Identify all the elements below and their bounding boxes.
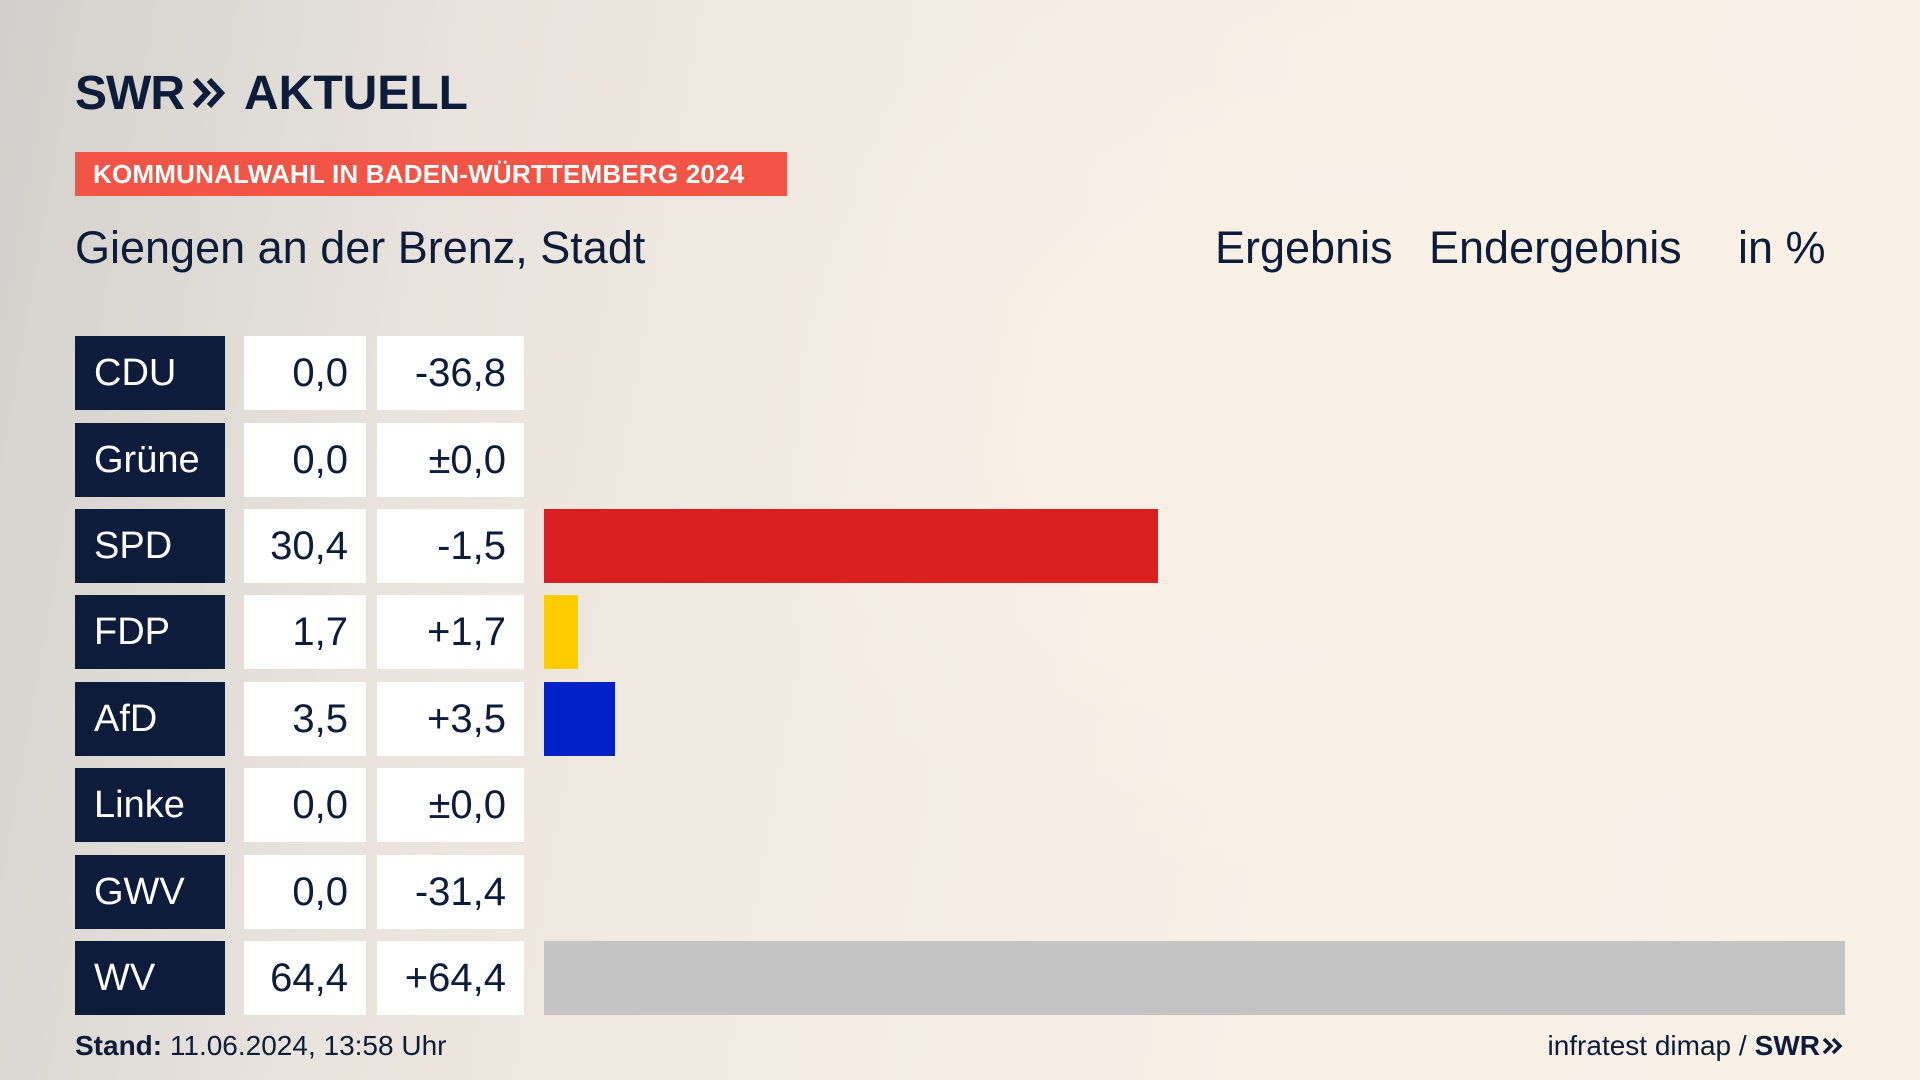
result-bar — [544, 941, 1845, 1015]
value-label: 64,4 — [244, 941, 366, 1015]
timestamp-label: Stand: — [75, 1030, 163, 1061]
source-credit: infratest dimap / SWR — [1547, 1030, 1844, 1062]
source-text: infratest dimap / — [1547, 1030, 1747, 1061]
value-label: 30,4 — [244, 509, 366, 583]
party-label: FDP — [75, 595, 225, 669]
diff-label: +1,7 — [377, 595, 524, 669]
value-label: 0,0 — [244, 855, 366, 929]
party-label: AfD — [75, 682, 225, 756]
timestamp-value: 11.06.2024, 13:58 Uhr — [169, 1030, 447, 1061]
election-banner: KOMMUNALWAHL IN BADEN-WÜRTTEMBERG 2024 — [75, 152, 787, 196]
diff-label: ±0,0 — [377, 768, 524, 842]
party-row-linke: Linke 0,0 ±0,0 — [75, 768, 1845, 842]
result-bar — [544, 595, 578, 669]
diff-label: -31,4 — [377, 855, 524, 929]
logo-brand: SWR — [75, 66, 185, 120]
party-row-gruene: Grüne 0,0 ±0,0 — [75, 423, 1845, 497]
party-label: SPD — [75, 509, 225, 583]
value-label: 0,0 — [244, 768, 366, 842]
result-bar — [544, 682, 615, 756]
double-chevron-icon — [1822, 1037, 1843, 1055]
city-title: Giengen an der Brenz, Stadt — [75, 222, 646, 273]
value-label: 0,0 — [244, 423, 366, 497]
logo-product: AKTUELL — [243, 66, 468, 120]
party-row-fdp: FDP 1,7 +1,7 — [75, 595, 1845, 669]
party-label: GWV — [75, 855, 225, 929]
result-heading: Ergebnis — [1215, 222, 1393, 273]
party-row-spd: SPD 30,4 -1,5 — [75, 509, 1845, 583]
value-label: 1,7 — [244, 595, 366, 669]
diff-label: -1,5 — [377, 509, 524, 583]
diff-label: +64,4 — [377, 941, 524, 1015]
party-row-cdu: CDU 0,0 -36,8 — [75, 336, 1845, 410]
party-row-afd: AfD 3,5 +3,5 — [75, 682, 1845, 756]
value-label: 3,5 — [244, 682, 366, 756]
result-bar — [544, 509, 1158, 583]
timestamp: Stand: 11.06.2024, 13:58 Uhr — [75, 1030, 446, 1062]
mini-logo-text: SWR — [1754, 1030, 1820, 1061]
diff-label: -36,8 — [377, 336, 524, 410]
party-label: CDU — [75, 336, 225, 410]
swr-aktuell-logo: SWR AKTUELL — [75, 66, 468, 120]
diff-label: +3,5 — [377, 682, 524, 756]
party-label: Linke — [75, 768, 225, 842]
party-label: WV — [75, 941, 225, 1015]
swr-mini-logo: SWR — [1755, 1030, 1844, 1062]
unit-heading: in % — [1738, 222, 1826, 273]
diff-label: ±0,0 — [377, 423, 524, 497]
value-label: 0,0 — [244, 336, 366, 410]
double-chevron-icon — [192, 76, 226, 110]
party-row-gwv: GWV 0,0 -31,4 — [75, 855, 1845, 929]
party-label: Grüne — [75, 423, 225, 497]
party-row-wv: WV 64,4 +64,4 — [75, 941, 1845, 1015]
status-heading: Endergebnis — [1429, 222, 1682, 273]
